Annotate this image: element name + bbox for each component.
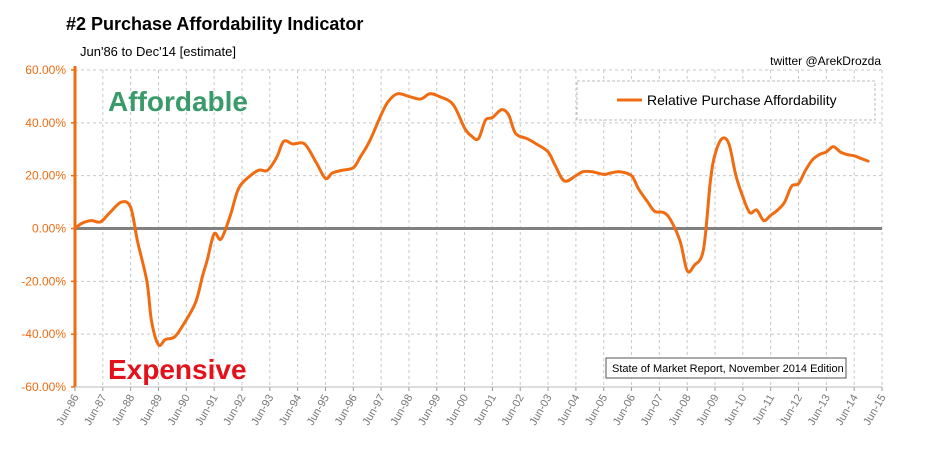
x-tick-label: Jun-99 [416, 393, 443, 428]
x-tick-label: Jun-00 [444, 393, 471, 428]
x-tick-label: Jun-88 [110, 393, 137, 428]
x-tick-label: Jun-05 [583, 393, 610, 428]
x-tick-label: Jun-12 [778, 393, 805, 428]
series-layer [73, 92, 870, 347]
x-tick-label: Jun-89 [138, 393, 165, 428]
series-line-relative-purchase-affordability [73, 92, 870, 347]
x-tick-label: Jun-14 [834, 393, 861, 428]
x-tick-label: Jun-96 [333, 393, 360, 428]
x-tick-label: Jun-07 [639, 393, 666, 428]
twitter-credit: twitter @ArekDrozda [770, 54, 881, 68]
chart-title: #2 Purchase Affordability Indicator [66, 14, 364, 34]
y-tick-label: 0.00% [32, 222, 66, 236]
x-tick-label: Jun-86 [54, 393, 81, 428]
x-tick-label: Jun-10 [722, 393, 749, 428]
x-tick-label: Jun-01 [472, 393, 499, 428]
y-tick-label: -20.00% [21, 274, 66, 288]
axes [71, 66, 883, 391]
affordable-label: Affordable [108, 86, 248, 117]
y-tick-label: 40.00% [25, 116, 66, 130]
x-tick-label: Jun-87 [82, 393, 109, 428]
x-tick-label: Jun-91 [194, 393, 221, 428]
legend-label: Relative Purchase Affordability [647, 92, 837, 108]
x-tick-label: Jun-92 [221, 393, 248, 428]
x-tick-label: Jun-15 [861, 393, 888, 428]
x-tick-label: Jun-13 [806, 393, 833, 428]
expensive-label: Expensive [108, 354, 247, 385]
x-tick-label: Jun-93 [249, 393, 276, 428]
x-tick-label: Jun-98 [388, 393, 415, 428]
x-tick-labels: Jun-86 Jun-87 Jun-88 Jun-89 Jun-90 Jun-91 Jun-… [54, 393, 888, 428]
x-tick-label: Jun-94 [277, 393, 304, 428]
y-tick-label: 20.00% [25, 169, 66, 183]
x-tick-label: Jun-08 [667, 393, 694, 428]
x-tick-label: Jun-90 [166, 393, 193, 428]
y-tick-label: 60.00% [25, 63, 66, 77]
x-tick-label: Jun-03 [527, 393, 554, 428]
y-tick-label: -40.00% [21, 327, 66, 341]
x-tick-label: Jun-04 [555, 393, 582, 428]
x-tick-label: Jun-11 [750, 393, 777, 427]
y-tick-label: -60.00% [21, 380, 66, 394]
x-tick-label: Jun-06 [611, 393, 638, 428]
y-tick-labels: -60.00% -40.00% -20.00% 0.00% 20.00% 40.00% 60… [21, 63, 66, 394]
x-tick-label: Jun-97 [360, 393, 387, 428]
chart-subtitle: Jun'86 to Dec'14 [estimate] [80, 44, 236, 59]
report-label: State of Market Report, November 2014 Ed… [612, 363, 844, 375]
x-tick-label: Jun-09 [694, 393, 721, 428]
x-tick-label: Jun-02 [500, 393, 527, 428]
x-tick-label: Jun-95 [305, 393, 332, 428]
report-box [605, 357, 847, 379]
